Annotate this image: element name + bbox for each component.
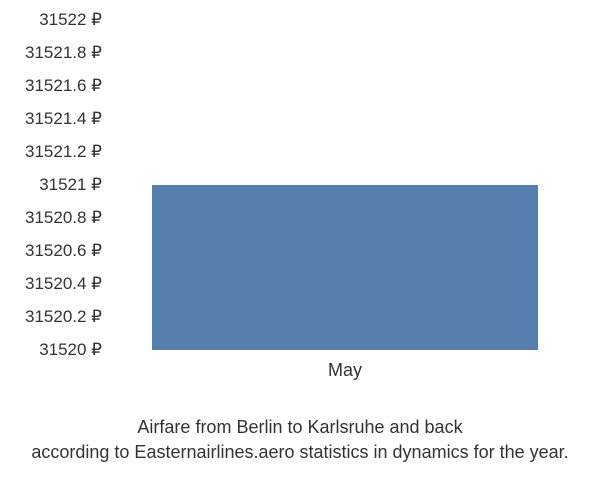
y-tick-label: 31521.4 ₽	[25, 109, 102, 129]
y-tick-label: 31521.2 ₽	[25, 142, 102, 162]
y-tick-label: 31522 ₽	[39, 10, 102, 30]
bar	[152, 185, 537, 350]
y-tick-label: 31521.8 ₽	[25, 43, 102, 63]
bar-chart: 31522 ₽31521.8 ₽31521.6 ₽31521.4 ₽31521.…	[0, 20, 600, 400]
y-axis: 31522 ₽31521.8 ₽31521.6 ₽31521.4 ₽31521.…	[0, 20, 110, 350]
y-tick-label: 31521 ₽	[39, 175, 102, 195]
caption-line-1: Airfare from Berlin to Karlsruhe and bac…	[137, 417, 462, 437]
chart-caption: Airfare from Berlin to Karlsruhe and bac…	[0, 415, 600, 465]
caption-line-2: according to Easternairlines.aero statis…	[31, 442, 568, 462]
y-tick-label: 31521.6 ₽	[25, 76, 102, 96]
y-tick-label: 31520.6 ₽	[25, 241, 102, 261]
y-tick-label: 31520.2 ₽	[25, 307, 102, 327]
y-tick-label: 31520 ₽	[39, 340, 102, 360]
plot-area	[110, 20, 580, 350]
y-tick-label: 31520.8 ₽	[25, 208, 102, 228]
y-tick-label: 31520.4 ₽	[25, 274, 102, 294]
x-tick-label: May	[152, 360, 537, 381]
